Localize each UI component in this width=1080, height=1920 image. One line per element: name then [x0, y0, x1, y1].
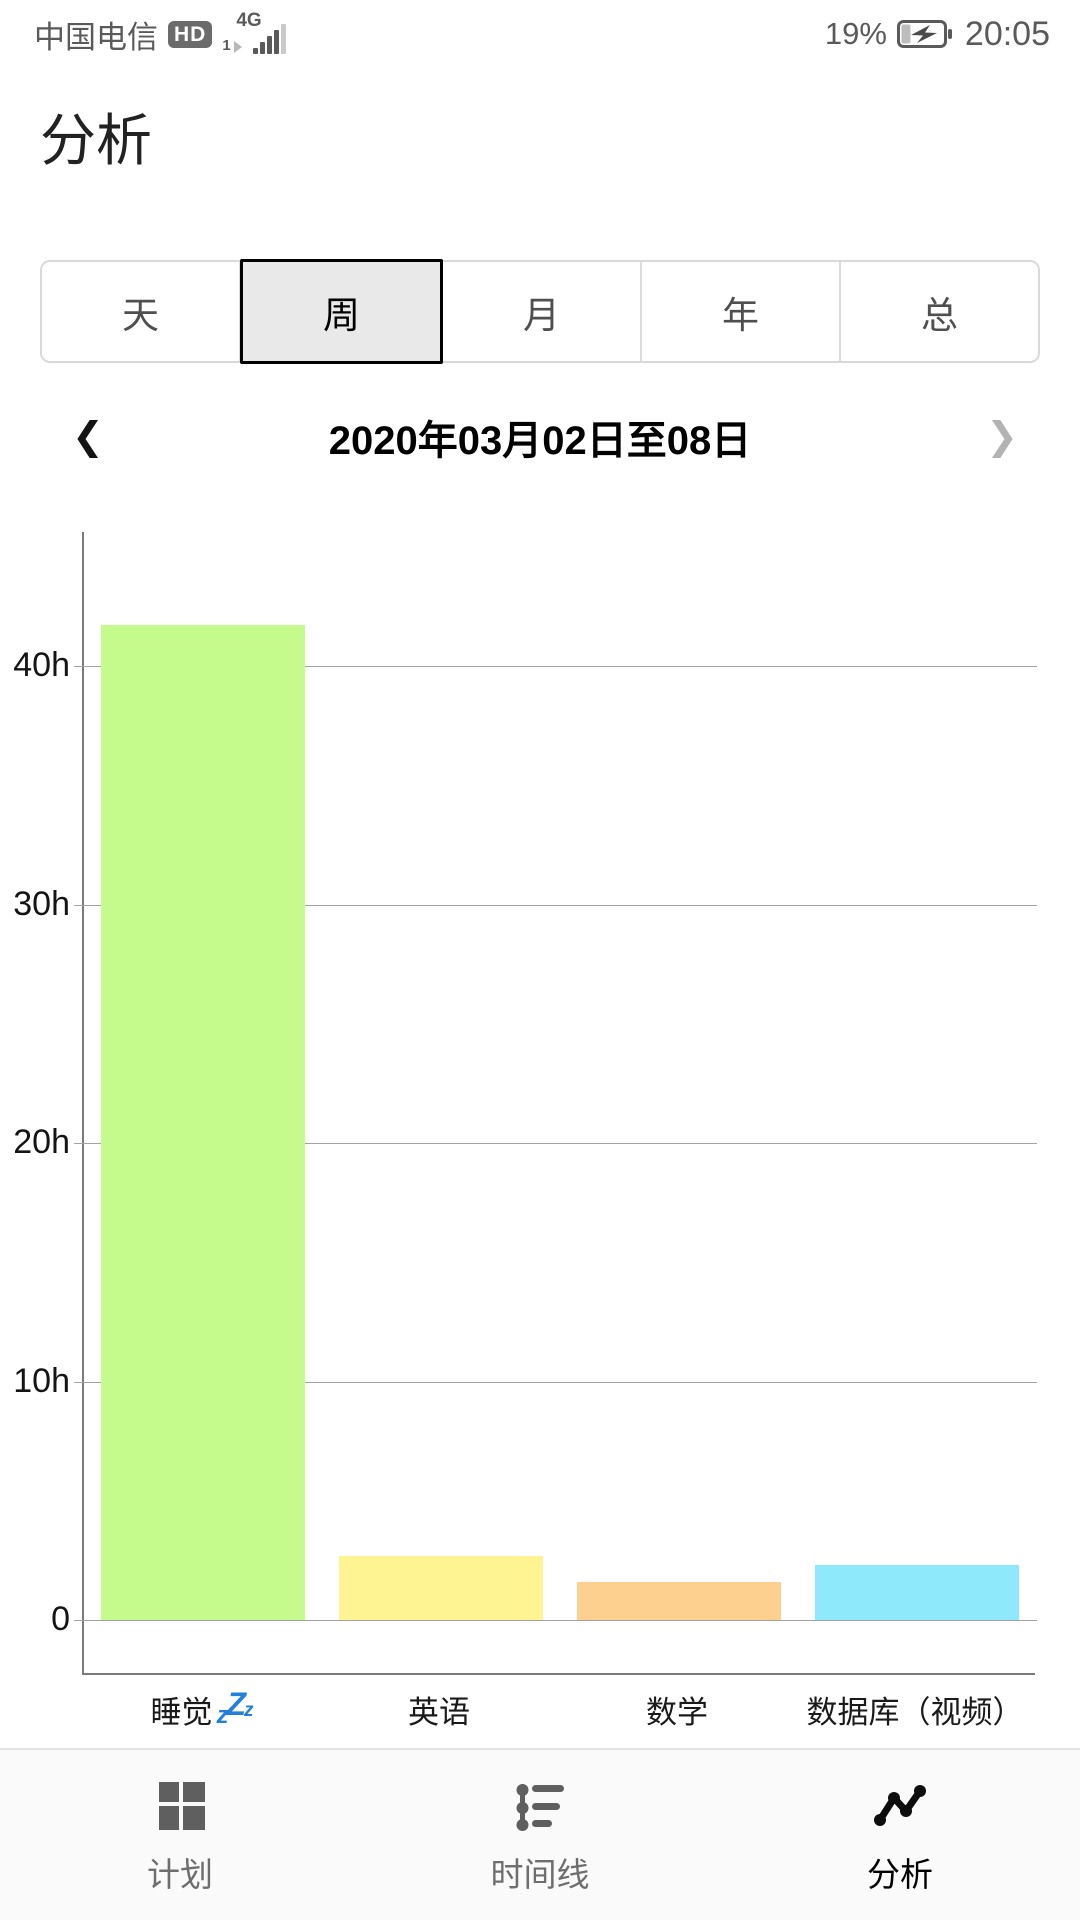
clock-label: 20:05	[964, 14, 1050, 53]
nav-label: 计划	[147, 1856, 213, 1893]
dashboard-grid-icon	[152, 1778, 208, 1834]
timeline-icon	[512, 1778, 568, 1834]
tab-总[interactable]: 总	[921, 294, 958, 336]
network-type-label: 4G	[236, 10, 262, 31]
category-label: 英语	[408, 1695, 470, 1730]
nav-label: 时间线	[490, 1856, 590, 1893]
y-axis-tick-label: 0	[51, 1600, 70, 1638]
tab-周[interactable]: 周	[240, 259, 443, 364]
bar-数据库（视频）	[815, 1565, 1019, 1620]
bar-睡觉	[101, 625, 305, 1620]
battery-charging-icon	[896, 20, 952, 48]
date-navigation: ❮ 2020年03月02日至08日 ❯	[0, 404, 1080, 470]
bar-英语	[339, 1556, 543, 1620]
y-axis-tick-label: 30h	[13, 884, 70, 923]
gridline-20h	[74, 1143, 1037, 1144]
x-axis-label-英语: 英语	[279, 1687, 599, 1732]
gridline-0	[74, 1620, 1037, 1621]
page-title: 分析	[40, 109, 152, 172]
category-label: 数学	[646, 1695, 708, 1730]
tab-月[interactable]: 月	[443, 262, 642, 361]
y-axis-tick-label: 20h	[13, 1123, 70, 1161]
bar-数学	[577, 1582, 781, 1620]
tab-年[interactable]: 年	[642, 262, 841, 361]
date-range-label: 2020年03月02日至08日	[328, 419, 752, 463]
category-label: 睡觉	[150, 1695, 213, 1730]
x-axis-label-睡觉: 睡觉 zZz	[41, 1686, 361, 1732]
sim-slot-label: 1	[222, 37, 231, 54]
status-bar: 中国电信 HD 4G 1 19% 20:05	[0, 0, 1080, 62]
nav-item-分析[interactable]: 分析	[720, 1750, 1080, 1920]
next-week-button[interactable]: ❯	[986, 416, 1018, 458]
zzz-icon: zZz	[216, 1686, 253, 1729]
signal-bars-icon	[253, 24, 287, 54]
chart-plot-area	[74, 532, 1037, 1675]
gridline-30h	[74, 904, 1037, 906]
y-axis-tick-label: 40h	[13, 646, 70, 684]
nav-item-计划[interactable]: 计划	[0, 1750, 360, 1920]
nav-label: 分析	[867, 1856, 933, 1893]
y-axis-tick-label: 10h	[13, 1361, 70, 1400]
tab-天[interactable]: 天	[42, 262, 241, 361]
gridline-10h	[74, 1381, 1037, 1383]
nav-item-时间线[interactable]: 时间线	[360, 1750, 720, 1920]
category-label: 数据库（视频）	[806, 1695, 1024, 1730]
bottom-navigation: 计划 时间线 分析	[0, 1748, 1080, 1920]
gridline-40h	[74, 666, 1037, 667]
battery-percent-label: 19%	[824, 16, 887, 51]
x-axis-label-数据库（视频）: 数据库（视频）	[755, 1687, 1075, 1732]
period-tab-bar: 天周月年 总	[40, 259, 1040, 364]
carrier-label: 中国电信	[34, 19, 158, 55]
sim-triangle-icon	[234, 41, 243, 53]
weekly-hours-bar-chart: 0 10h 20h 30h 40h 睡觉 zZz 英语 数学 数据库（视频）	[0, 532, 1080, 1742]
previous-week-button[interactable]: ❮	[72, 416, 104, 458]
hd-badge: HD	[168, 20, 213, 48]
trend-line-icon	[872, 1778, 928, 1834]
cellular-signal-icon: 4G 1	[222, 10, 287, 56]
x-axis-label-数学: 数学	[517, 1687, 837, 1732]
